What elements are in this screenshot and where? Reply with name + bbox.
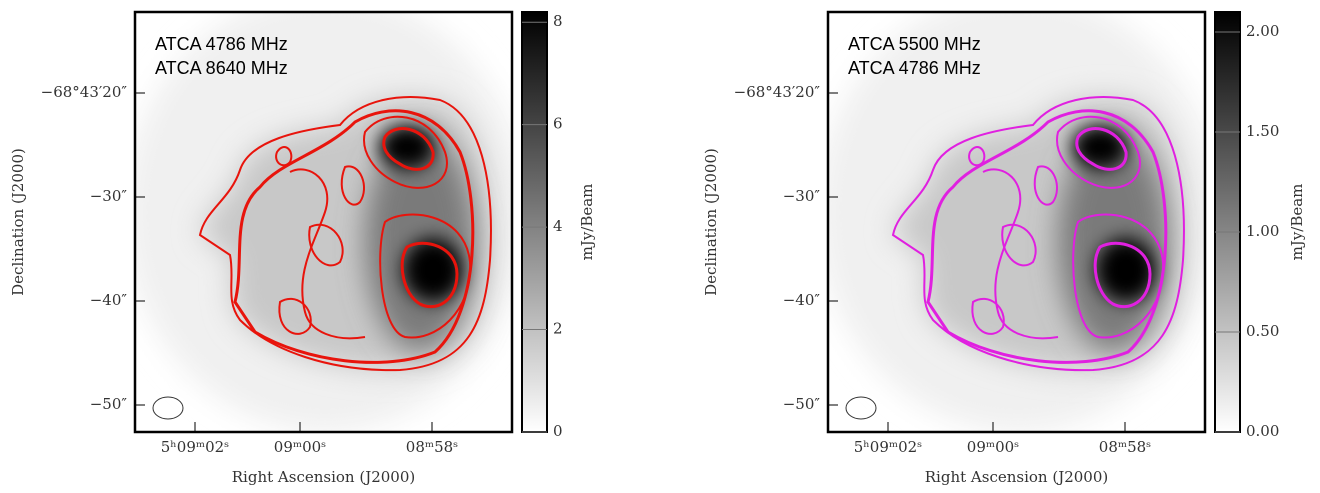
colorbar-tick-label: 0.50 (1246, 322, 1279, 340)
x-tick-label: 08ᵐ58ˢ (406, 438, 458, 456)
y-tick-label: −50″ (783, 395, 821, 413)
x-tick-label: 5ʰ09ᵐ02ˢ (161, 438, 229, 456)
y-tick-label: −50″ (90, 395, 128, 413)
colorbar-tick-label: 6 (553, 115, 563, 133)
legend-label: ATCA 4786 MHz (155, 34, 288, 54)
legend-label: ATCA 8640 MHz (155, 58, 288, 78)
colorbar-tick-label: 2.00 (1246, 22, 1279, 40)
x-tick-label: 09ᵐ00ˢ (967, 438, 1019, 456)
y-tick-label: −40″ (783, 291, 821, 309)
y-tick-label: −30″ (783, 187, 821, 205)
legend-label: ATCA 4786 MHz (848, 58, 981, 78)
colorbar-tick-label: 1.00 (1246, 222, 1279, 240)
colorbar-tick-label: 8 (553, 12, 563, 30)
y-tick-label: −68°43′20″ (41, 83, 128, 101)
colorbar-label: mJy/Beam (578, 184, 596, 261)
colorbar (521, 11, 548, 433)
colorbar-tick-label: 4 (553, 217, 563, 235)
colorbar-tick-label: 2 (553, 320, 563, 338)
y-tick-label: −30″ (90, 187, 128, 205)
y-axis-label: Declination (J2000) (702, 148, 720, 296)
colorbar (1214, 11, 1241, 433)
y-tick-label: −40″ (90, 291, 128, 309)
colorbar-tick-label: 0 (553, 422, 563, 440)
x-axis-label: Right Ascension (J2000) (925, 468, 1108, 486)
y-tick-label: −68°43′20″ (734, 83, 821, 101)
legend-label: ATCA 5500 MHz (848, 34, 981, 54)
x-tick-label: 09ᵐ00ˢ (274, 438, 326, 456)
x-axis-label: Right Ascension (J2000) (232, 468, 415, 486)
colorbar-tick-label: 1.50 (1246, 122, 1279, 140)
x-tick-label: 08ᵐ58ˢ (1099, 438, 1151, 456)
colorbar-tick-label: 0.00 (1246, 422, 1279, 440)
x-tick-label: 5ʰ09ᵐ02ˢ (854, 438, 922, 456)
y-axis-label: Declination (J2000) (9, 148, 27, 296)
colorbar-label: mJy/Beam (1288, 184, 1306, 261)
